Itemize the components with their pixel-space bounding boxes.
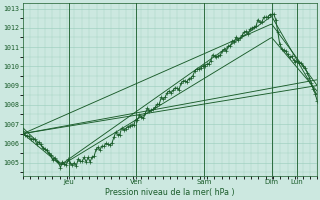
X-axis label: Pression niveau de la mer( hPa ): Pression niveau de la mer( hPa ) [105, 188, 235, 197]
